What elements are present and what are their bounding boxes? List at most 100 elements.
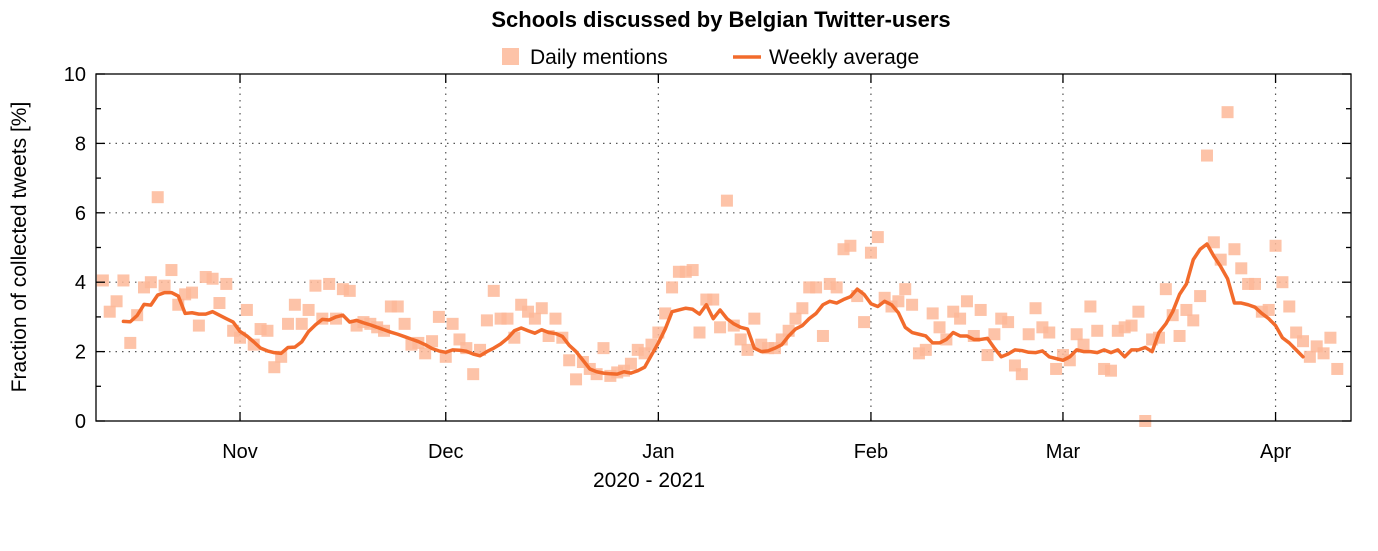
- daily-mention-point: [528, 312, 541, 325]
- y-tick-label: 8: [75, 133, 86, 155]
- daily-mention-point: [906, 298, 919, 311]
- daily-mention-point: [919, 343, 932, 356]
- daily-mention-point: [1317, 347, 1330, 360]
- daily-mention-point: [1221, 106, 1234, 119]
- daily-mention-point: [1091, 324, 1104, 337]
- daily-mention-point: [213, 297, 226, 310]
- daily-mention-point: [981, 349, 994, 362]
- daily-mention-point: [830, 281, 843, 294]
- grid: [96, 74, 1351, 421]
- daily-mention-point: [549, 312, 562, 325]
- daily-mention-point: [1235, 262, 1248, 275]
- daily-mention-point: [343, 284, 356, 297]
- y-tick-label: 10: [64, 64, 86, 86]
- weekly-average-line: [121, 242, 1305, 376]
- daily-mention-point: [1002, 316, 1015, 329]
- daily-mention-point: [796, 302, 809, 315]
- daily-mention-point: [1022, 328, 1035, 341]
- daily-mention-point: [1194, 290, 1207, 303]
- daily-mention-point: [144, 276, 157, 289]
- x-tick-label: Dec: [428, 441, 464, 463]
- daily-mention-point: [1207, 236, 1220, 249]
- daily-mention-point: [110, 295, 123, 308]
- legend-label-weekly: Weekly average: [769, 46, 919, 69]
- daily-mention-point: [1104, 364, 1117, 377]
- daily-mention-point: [151, 191, 164, 204]
- daily-mention-point: [398, 317, 411, 330]
- daily-mention-point: [844, 239, 857, 252]
- daily-mention-point: [659, 307, 672, 320]
- daily-mention-point: [247, 338, 260, 351]
- daily-mention-point: [926, 307, 939, 320]
- daily-mention-point: [192, 319, 205, 332]
- daily-mention-point: [624, 357, 637, 370]
- daily-mention-point: [720, 194, 733, 207]
- daily-mention-point: [186, 286, 199, 299]
- x-tick-label: Apr: [1260, 441, 1291, 463]
- daily-mention-point: [597, 342, 610, 355]
- daily-mention-point: [1296, 335, 1309, 348]
- daily-mention-point: [261, 324, 274, 337]
- daily-mention-point: [563, 354, 576, 367]
- daily-mention-point: [707, 293, 720, 306]
- daily-mention-point: [165, 264, 178, 277]
- daily-mention-point: [1331, 362, 1344, 375]
- daily-mention-point: [124, 336, 137, 349]
- daily-mention-point: [103, 305, 116, 318]
- daily-mention-point: [467, 368, 480, 381]
- daily-mention-point: [1180, 303, 1193, 316]
- daily-mention-point: [295, 317, 308, 330]
- daily-mention-point: [1070, 328, 1083, 341]
- daily-mention-point: [1269, 239, 1282, 252]
- daily-mention-point: [206, 272, 219, 285]
- legend-marker-daily: [502, 48, 519, 65]
- daily-mention-point: [1043, 326, 1056, 339]
- daily-mention-point: [117, 274, 130, 287]
- daily-mention-point: [858, 316, 871, 329]
- x-axis-label: 2020 - 2021: [593, 469, 705, 492]
- daily-mention-point: [309, 279, 322, 292]
- daily-mention-point: [240, 303, 253, 316]
- daily-mention-point: [1187, 314, 1200, 327]
- y-tick-label: 4: [75, 272, 86, 294]
- y-tick-label: 2: [75, 342, 86, 364]
- daily-mention-point: [693, 326, 706, 339]
- daily-mention-point: [323, 277, 336, 290]
- chart-title: Schools discussed by Belgian Twitter-use…: [491, 7, 950, 32]
- daily-mention-point: [446, 317, 459, 330]
- daily-mention-point: [439, 350, 452, 363]
- daily-mention-point: [1029, 302, 1042, 315]
- daily-mention-point: [220, 277, 233, 290]
- daily-mention-point: [302, 303, 315, 316]
- daily-mention-point: [741, 343, 754, 356]
- daily-mention-point: [933, 321, 946, 334]
- daily-mention-point: [960, 295, 973, 308]
- daily-mention-point: [501, 312, 514, 325]
- daily-mention-point: [1132, 305, 1145, 318]
- daily-mention-point: [570, 373, 583, 386]
- daily-mention-point: [432, 310, 445, 323]
- daily-mention-point: [288, 298, 301, 311]
- daily-mention-point: [1173, 329, 1186, 342]
- x-axis: Nov Dec Jan Feb Mar Apr: [222, 74, 1291, 463]
- daily-mention-point: [892, 295, 905, 308]
- daily-mention-point: [1303, 350, 1316, 363]
- y-axis: 0 2 4 6 8 10: [64, 64, 1351, 433]
- daily-mention-point: [864, 246, 877, 259]
- daily-mention-point: [1283, 300, 1296, 313]
- daily-mention-point: [810, 281, 823, 294]
- daily-mention-point: [96, 274, 109, 287]
- x-tick-label: Mar: [1046, 441, 1081, 463]
- daily-mention-point: [426, 335, 439, 348]
- daily-mention-point: [391, 300, 404, 313]
- x-tick-label: Jan: [642, 441, 674, 463]
- daily-mentions-series: [96, 106, 1344, 427]
- daily-mention-point: [1276, 276, 1289, 289]
- daily-mention-point: [988, 328, 1001, 341]
- daily-mention-point: [1084, 300, 1097, 313]
- daily-mention-point: [954, 312, 967, 325]
- daily-mention-point: [734, 333, 747, 346]
- daily-mention-point: [535, 302, 548, 315]
- daily-mention-point: [480, 314, 493, 327]
